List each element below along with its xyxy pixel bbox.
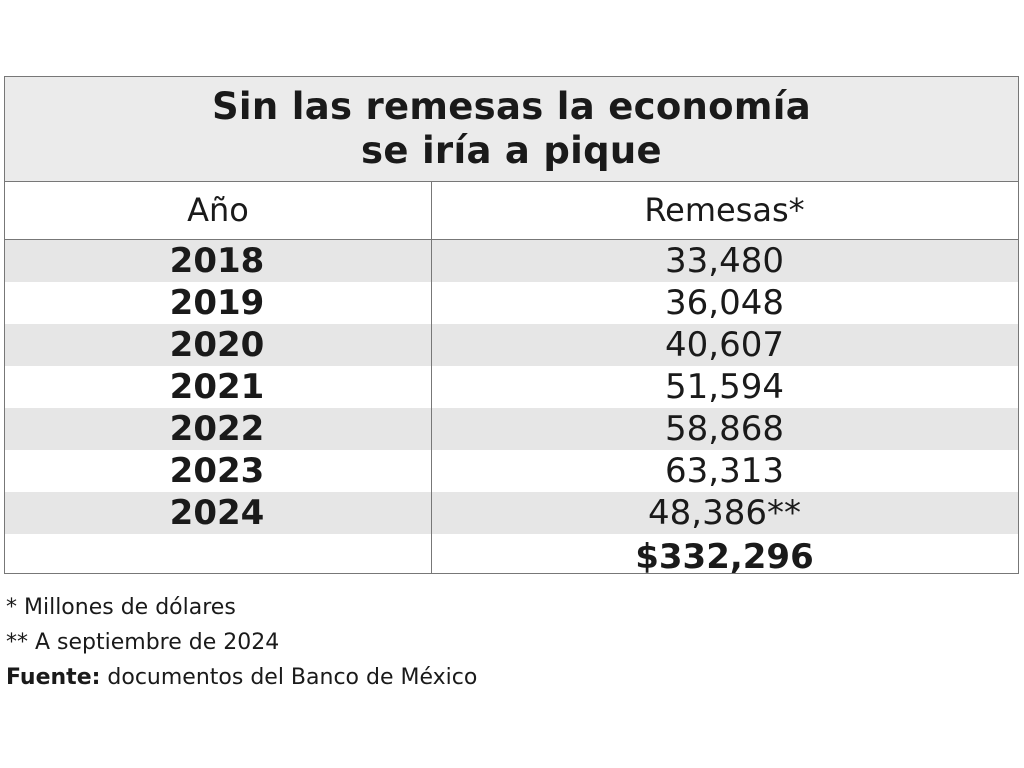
table-header-row: Año Remesas*	[5, 182, 1018, 240]
remittance-value-cell: 48,386**	[648, 493, 801, 533]
table-title-line-2: se iría a pique	[361, 129, 662, 172]
remittance-value-cell: 36,048	[665, 283, 784, 323]
year-cell: 2020	[169, 325, 265, 365]
year-cell: 2021	[169, 367, 265, 407]
footnote-units: * Millones de dólares	[6, 595, 236, 620]
remittance-value-cell: 33,480	[665, 241, 784, 281]
table-row: 2023 63,313	[5, 450, 1018, 492]
remittances-table: Sin las remesas la economía se iría a pi…	[4, 76, 1019, 577]
table-title-line-1: Sin las remesas la economía	[211, 85, 812, 128]
table-row: 2021 51,594	[5, 366, 1018, 408]
table-row: 2019 36,048	[5, 282, 1018, 324]
table-title-band: Sin las remesas la economía se iría a pi…	[5, 77, 1018, 182]
table-row: 2018 33,480	[5, 240, 1018, 282]
column-divider	[431, 182, 432, 574]
total-value: $332,296	[635, 537, 814, 577]
year-cell: 2022	[169, 409, 265, 449]
remittance-value-cell: 51,594	[665, 367, 784, 407]
table-row: 2024 48,386**	[5, 492, 1018, 534]
footnotes: * Millones de dólares ** A septiembre de…	[6, 590, 477, 695]
footnote-partial-year: ** A septiembre de 2024	[6, 630, 280, 655]
column-header-year: Año	[187, 191, 249, 229]
total-row: $332,296	[5, 534, 1018, 580]
table-row: 2020 40,607	[5, 324, 1018, 366]
source-label: Fuente:	[6, 665, 101, 690]
source-text: documentos del Banco de México	[100, 665, 478, 690]
year-cell: 2019	[169, 283, 265, 323]
remittance-value-cell: 40,607	[665, 325, 784, 365]
year-cell: 2023	[169, 451, 265, 491]
year-cell: 2024	[169, 493, 265, 533]
column-header-remittances: Remesas*	[644, 191, 805, 229]
remittance-value-cell: 63,313	[665, 451, 784, 491]
year-cell: 2018	[169, 241, 265, 281]
remittance-value-cell: 58,868	[665, 409, 784, 449]
table-row: 2022 58,868	[5, 408, 1018, 450]
source-line: Fuente: documentos del Banco de México	[6, 660, 477, 695]
